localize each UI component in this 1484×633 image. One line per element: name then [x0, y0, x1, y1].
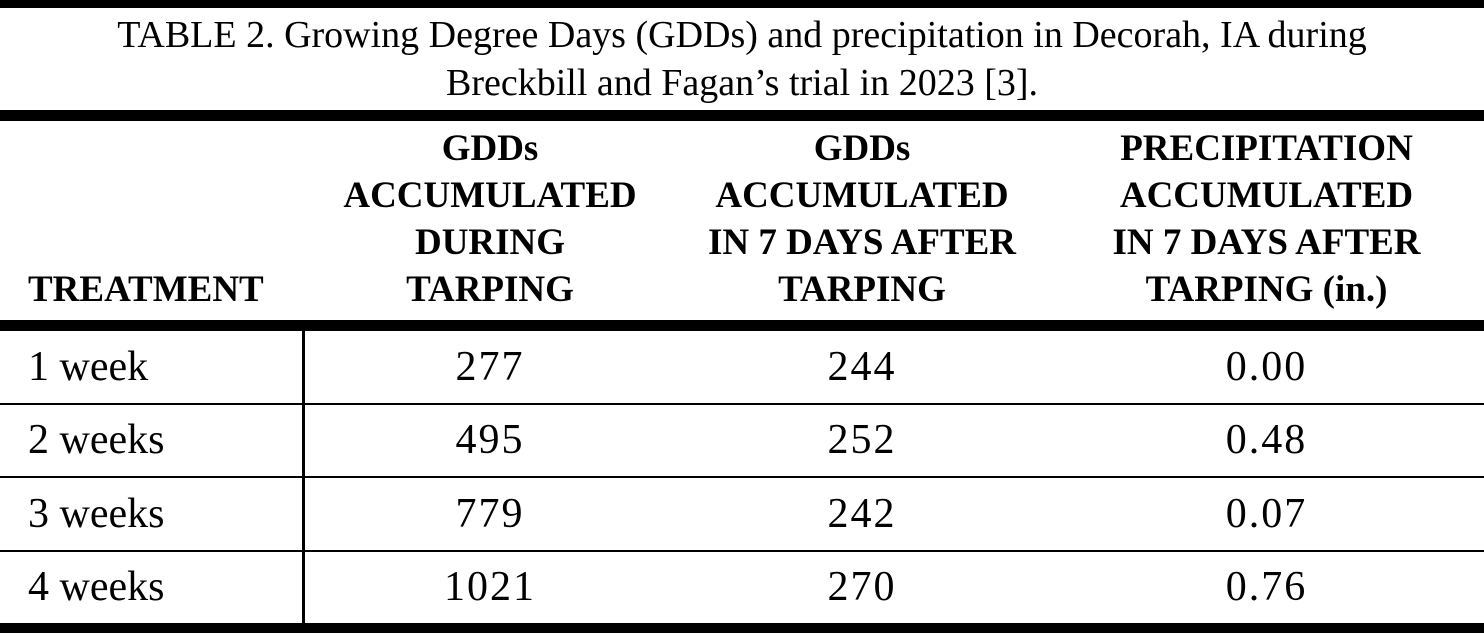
table-row-4-weeks: 4 weeks 1021 270 0.76 — [0, 549, 1484, 623]
gdds-7-days-after-cell: 244 — [827, 343, 897, 390]
table-body: 1 week 277 244 0.00 2 weeks 495 252 0.48… — [0, 331, 1484, 623]
top-border-rule — [0, 0, 1484, 8]
caption-separator-rule — [0, 110, 1484, 121]
precipitation-7-days-after-cell: 0.48 — [1225, 417, 1308, 464]
gdds-during-tarping-cell: 495 — [455, 417, 525, 464]
precipitation-7-days-after-cell: 0.00 — [1225, 343, 1308, 390]
header-separator-rule — [0, 320, 1484, 331]
column-header-gdds-7-days-after-tarping: GDDs ACCUMULATED IN 7 DAYS AFTER TARPING — [707, 128, 1017, 310]
table-row-2-weeks: 2 weeks 495 252 0.48 — [0, 402, 1484, 476]
column-header-gdds-during-tarping: GDDs ACCUMULATED DURING TARPING — [343, 128, 637, 310]
bottom-border-rule — [0, 623, 1484, 633]
caption-line-2: Breckbill and Fagan’s trial in 2023 [3]. — [445, 62, 1039, 104]
gdds-during-tarping-cell: 1021 — [444, 564, 536, 611]
table-row-1-week: 1 week 277 244 0.00 — [0, 331, 1484, 403]
treatment-cell: 3 weeks — [0, 478, 305, 550]
table-row-3-weeks: 3 weeks 779 242 0.07 — [0, 476, 1484, 550]
precipitation-7-days-after-cell: 0.76 — [1225, 564, 1308, 611]
column-header-treatment: TREATMENT — [28, 269, 264, 310]
gdds-7-days-after-cell: 270 — [827, 564, 897, 611]
gdds-during-tarping-cell: 779 — [455, 490, 525, 537]
table-caption: TABLE 2. Growing Degree Days (GDDs) and … — [0, 8, 1484, 110]
caption-line-1: TABLE 2. Growing Degree Days (GDDs) and … — [117, 14, 1367, 56]
gdds-7-days-after-cell: 252 — [827, 417, 897, 464]
gdds-during-tarping-cell: 277 — [455, 343, 525, 390]
treatment-cell: 2 weeks — [0, 404, 305, 476]
treatment-cell: 1 week — [0, 331, 305, 403]
table-header-row: TREATMENT GDDs ACCUMULATED DURING TARPIN… — [0, 121, 1484, 320]
treatment-cell: 4 weeks — [0, 551, 305, 623]
gdds-7-days-after-cell: 242 — [827, 490, 897, 537]
column-header-precipitation-7-days-after-tarping: PRECIPITATION ACCUMULATED IN 7 DAYS AFTE… — [1112, 128, 1421, 310]
precipitation-7-days-after-cell: 0.07 — [1225, 490, 1308, 537]
